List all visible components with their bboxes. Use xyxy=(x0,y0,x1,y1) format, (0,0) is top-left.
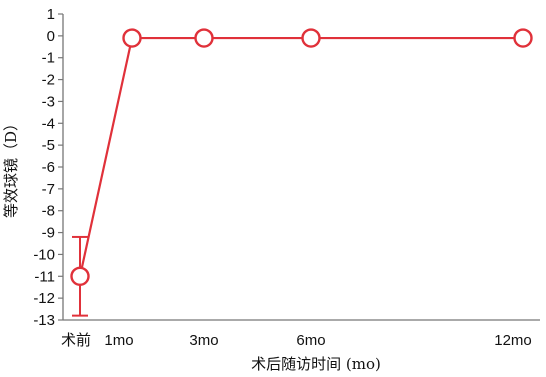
y-tick-label: 0 xyxy=(47,28,55,45)
y-tick-label: -2 xyxy=(42,72,55,89)
y-tick-label: 1 xyxy=(47,6,55,23)
x-ticks: 术前 1mo 3mo 6mo 12mo xyxy=(61,332,532,349)
data-point xyxy=(70,266,90,286)
y-tick-label: -10 xyxy=(33,246,55,263)
data-point xyxy=(513,28,533,48)
y-ticks: 1 0 -1 -2 -3 -4 -5 -6 -7 -8 -9 -10 -11 -12 -13 xyxy=(33,6,63,329)
x-tick-label: 1mo xyxy=(104,332,133,349)
y-tick-label: -4 xyxy=(42,115,55,132)
y-tick-label: -11 xyxy=(34,268,55,285)
y-tick-label: -9 xyxy=(42,225,55,242)
data-point xyxy=(301,28,321,48)
y-tick-label: -3 xyxy=(42,93,55,110)
x-axis-title: 术后随访时间 (mo) xyxy=(251,355,381,373)
series-line xyxy=(78,36,523,277)
data-point xyxy=(122,28,142,48)
y-tick-label: -6 xyxy=(42,159,55,176)
y-tick-label: -7 xyxy=(42,181,55,198)
series-layer xyxy=(70,28,533,317)
x-tick-label: 12mo xyxy=(494,332,532,349)
y-tick-label: -13 xyxy=(33,312,55,329)
x-tick-label: 6mo xyxy=(296,332,325,349)
y-tick-label: -1 xyxy=(42,50,55,67)
data-point xyxy=(194,28,214,48)
y-axis-title: 等效球镜（D） xyxy=(2,116,20,218)
x-tick-label: 术前 xyxy=(61,332,91,349)
x-tick-label: 3mo xyxy=(189,332,218,349)
y-tick-label: -5 xyxy=(42,137,55,154)
y-tick-label: -12 xyxy=(33,290,55,307)
y-tick-label: -8 xyxy=(42,203,55,220)
